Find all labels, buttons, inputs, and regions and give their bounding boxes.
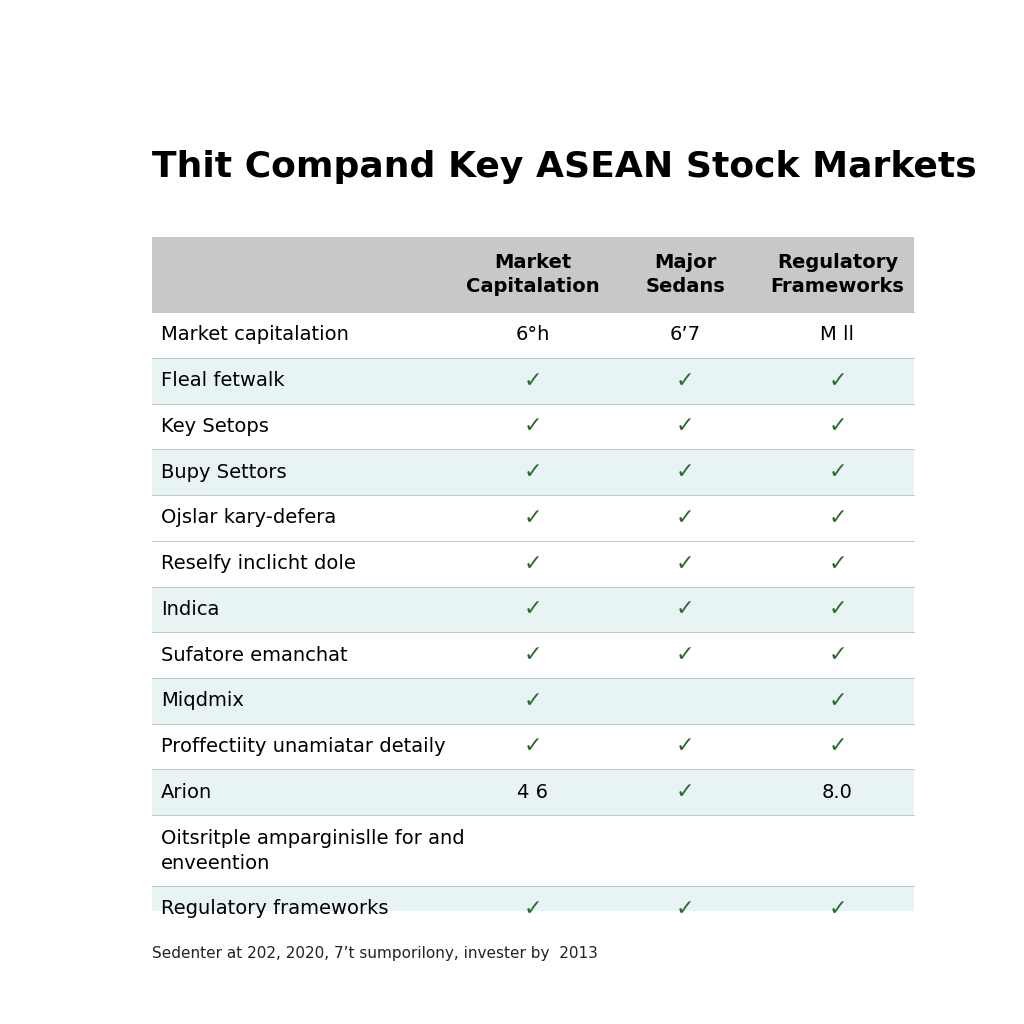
- Text: ✓: ✓: [828, 899, 847, 919]
- Text: Indica: Indica: [162, 600, 220, 618]
- Text: 8.0: 8.0: [822, 782, 853, 802]
- Text: Thit Compand Key ASEAN Stock Markets: Thit Compand Key ASEAN Stock Markets: [152, 151, 977, 184]
- Text: ✓: ✓: [828, 508, 847, 528]
- Text: 4 6: 4 6: [517, 782, 548, 802]
- Text: ✓: ✓: [676, 645, 694, 666]
- FancyBboxPatch shape: [152, 357, 913, 403]
- FancyBboxPatch shape: [846, 948, 913, 978]
- FancyBboxPatch shape: [152, 632, 913, 678]
- Text: ✓: ✓: [523, 462, 542, 482]
- Text: ✓: ✓: [828, 691, 847, 711]
- Text: Oitsritple amparginislle for and
enveention: Oitsritple amparginislle for and enveent…: [162, 828, 465, 872]
- Text: CA: CA: [864, 953, 896, 974]
- Text: ✓: ✓: [523, 554, 542, 573]
- Text: Sedenter at 202, 2020, 7’t sumporilony, invester by  2013: Sedenter at 202, 2020, 7’t sumporilony, …: [152, 946, 598, 962]
- FancyBboxPatch shape: [152, 587, 913, 632]
- Text: Bupy Settors: Bupy Settors: [162, 463, 287, 481]
- Text: Arion: Arion: [162, 782, 213, 802]
- Text: ✓: ✓: [676, 736, 694, 757]
- Text: M ll: M ll: [820, 326, 854, 344]
- Text: ✓: ✓: [676, 554, 694, 573]
- Text: ✓: ✓: [828, 462, 847, 482]
- Text: ✓: ✓: [828, 599, 847, 620]
- Text: ✓: ✓: [676, 417, 694, 436]
- FancyBboxPatch shape: [152, 450, 913, 495]
- Text: ✓: ✓: [523, 736, 542, 757]
- Text: 6°h: 6°h: [515, 326, 550, 344]
- FancyBboxPatch shape: [152, 724, 913, 769]
- Text: Proffectiity unamiatar detaily: Proffectiity unamiatar detaily: [162, 737, 446, 756]
- FancyBboxPatch shape: [152, 886, 913, 932]
- Text: ✓: ✓: [676, 599, 694, 620]
- Text: ✓: ✓: [828, 371, 847, 391]
- FancyBboxPatch shape: [152, 312, 913, 357]
- Text: Regulatory
Frameworks: Regulatory Frameworks: [770, 253, 904, 296]
- Text: ✓: ✓: [523, 599, 542, 620]
- Text: Major
Sedans: Major Sedans: [645, 253, 725, 296]
- Text: Key Setops: Key Setops: [162, 417, 269, 436]
- Text: Ojslar kary-defera: Ojslar kary-defera: [162, 508, 337, 527]
- Text: 6’7: 6’7: [670, 326, 700, 344]
- Text: Sufatore emanchat: Sufatore emanchat: [162, 645, 348, 665]
- Text: ✓: ✓: [523, 899, 542, 919]
- Text: Market
Capitalation: Market Capitalation: [466, 253, 599, 296]
- Text: ✓: ✓: [828, 417, 847, 436]
- FancyBboxPatch shape: [152, 238, 913, 312]
- Text: ✓: ✓: [676, 508, 694, 528]
- Text: ✓: ✓: [828, 645, 847, 666]
- FancyBboxPatch shape: [152, 403, 913, 450]
- Text: Fleal fetwalk: Fleal fetwalk: [162, 372, 285, 390]
- Text: Regulatory frameworks: Regulatory frameworks: [162, 899, 389, 919]
- Text: ✓: ✓: [676, 371, 694, 391]
- Text: ✓: ✓: [676, 899, 694, 919]
- Text: ✓: ✓: [676, 462, 694, 482]
- Text: Miqdmix: Miqdmix: [162, 691, 244, 711]
- FancyBboxPatch shape: [152, 541, 913, 587]
- Text: ✓: ✓: [523, 371, 542, 391]
- Text: ✓: ✓: [676, 782, 694, 802]
- FancyBboxPatch shape: [152, 769, 913, 815]
- Text: ✓: ✓: [523, 645, 542, 666]
- Text: ✓: ✓: [523, 508, 542, 528]
- Text: Reselfy inclicht dole: Reselfy inclicht dole: [162, 554, 356, 573]
- Text: ✓: ✓: [523, 691, 542, 711]
- FancyBboxPatch shape: [152, 495, 913, 541]
- Text: ✓: ✓: [828, 736, 847, 757]
- Text: Market capitalation: Market capitalation: [162, 326, 349, 344]
- FancyBboxPatch shape: [152, 815, 913, 886]
- FancyBboxPatch shape: [152, 678, 913, 724]
- Text: ✓: ✓: [523, 417, 542, 436]
- Text: ✓: ✓: [828, 554, 847, 573]
